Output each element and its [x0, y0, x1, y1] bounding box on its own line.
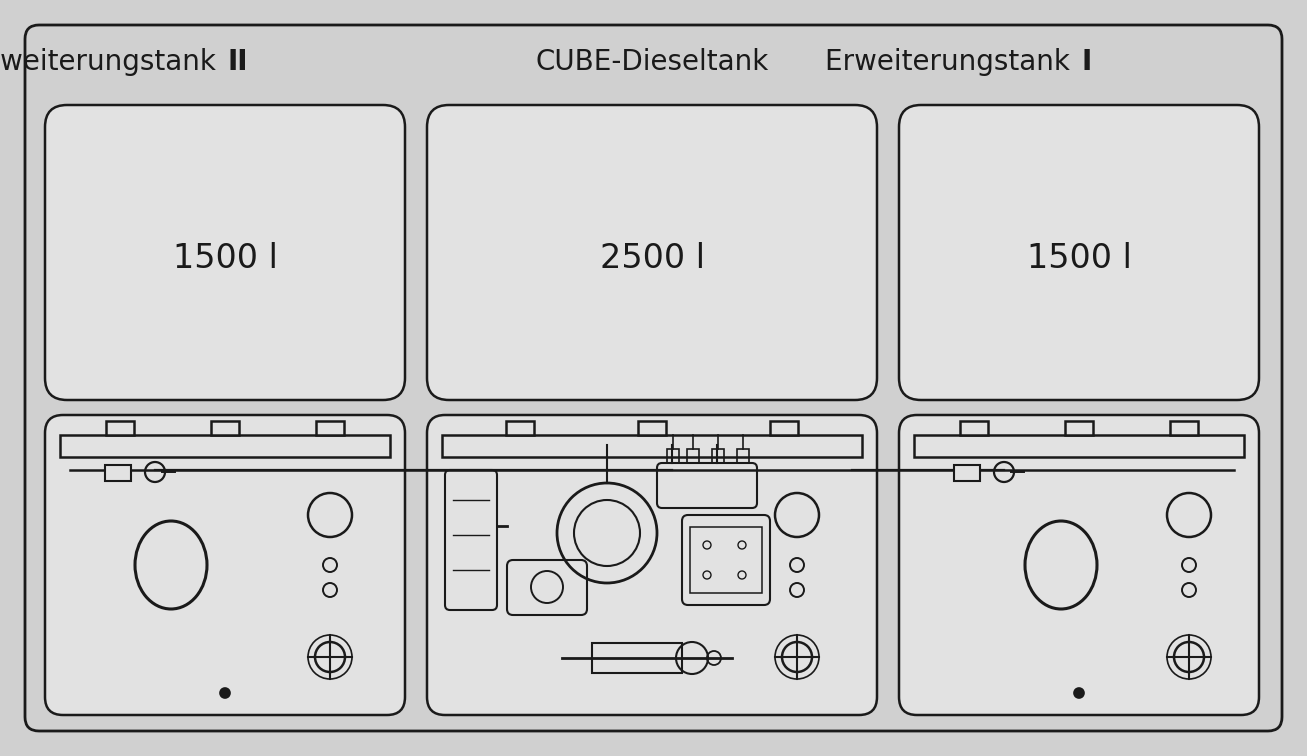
Text: CUBE-Dieseltank: CUBE-Dieseltank: [536, 48, 769, 76]
FancyBboxPatch shape: [44, 415, 405, 715]
Bar: [712, 449, 724, 463]
Bar: [210, 421, 239, 435]
Bar: [1065, 421, 1093, 435]
Bar: [106, 421, 135, 435]
Text: I: I: [1082, 48, 1093, 76]
FancyBboxPatch shape: [427, 105, 877, 400]
Text: 2500 l: 2500 l: [600, 242, 704, 275]
Bar: [770, 421, 799, 435]
Circle shape: [220, 688, 230, 698]
Bar: [1170, 421, 1199, 435]
FancyBboxPatch shape: [899, 105, 1259, 400]
Bar: [506, 421, 535, 435]
FancyBboxPatch shape: [427, 415, 877, 715]
Bar: [914, 435, 1244, 457]
Bar: [687, 449, 699, 463]
Bar: [961, 421, 988, 435]
Bar: [592, 643, 682, 673]
Bar: [667, 449, 680, 463]
FancyBboxPatch shape: [25, 25, 1282, 731]
Bar: [737, 449, 749, 463]
Bar: [105, 465, 131, 481]
Bar: [442, 435, 863, 457]
FancyBboxPatch shape: [899, 415, 1259, 715]
Text: Erweiterungstank: Erweiterungstank: [0, 48, 225, 76]
FancyBboxPatch shape: [44, 105, 405, 400]
Bar: [690, 527, 762, 593]
Bar: [316, 421, 344, 435]
Text: 1500 l: 1500 l: [173, 242, 277, 275]
Bar: [60, 435, 389, 457]
Text: 1500 l: 1500 l: [1026, 242, 1132, 275]
Text: Erweiterungstank: Erweiterungstank: [825, 48, 1080, 76]
Bar: [954, 465, 980, 481]
Text: II: II: [227, 48, 248, 76]
Bar: [638, 421, 667, 435]
Circle shape: [1074, 688, 1084, 698]
